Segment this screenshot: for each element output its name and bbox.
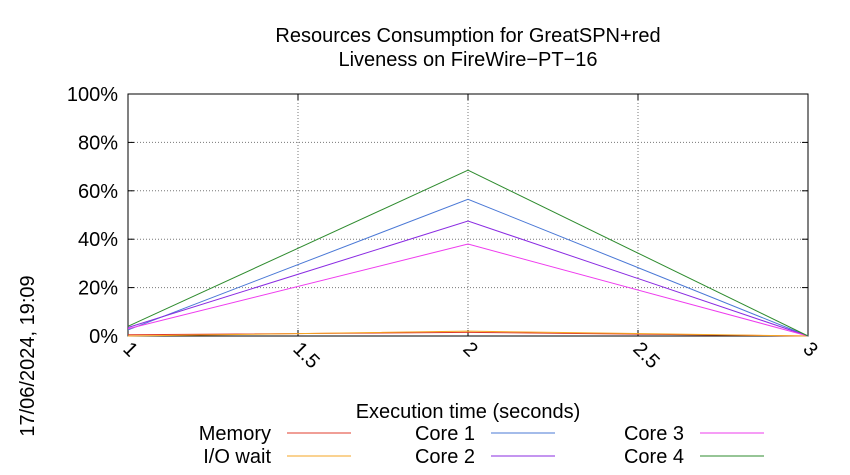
- series-line-core-2: [127, 220, 809, 337]
- x-tick-label: 2: [458, 338, 481, 361]
- series-lines: [127, 169, 809, 337]
- series-line-core-3: [127, 243, 809, 337]
- x-axis-label: Execution time (seconds): [356, 401, 581, 423]
- legend-label: Core 4: [624, 446, 684, 468]
- chart-title-line-1: Resources Consumption for GreatSPN+red: [275, 25, 660, 47]
- chart-title-line-2: Liveness on FireWire−PT−16: [338, 49, 597, 71]
- legend-label: Core 1: [415, 423, 475, 445]
- series-line-i-o-wait: [127, 330, 809, 337]
- y-tick-label: 20%: [78, 278, 118, 300]
- x-tick-label: 1.5: [288, 338, 323, 373]
- legend-label: I/O wait: [203, 446, 271, 468]
- y-tick-label: 0%: [89, 326, 118, 348]
- legend-label: Memory: [199, 423, 271, 445]
- legend-label: Core 3: [624, 423, 684, 445]
- y-tick-label: 60%: [78, 181, 118, 203]
- y-tick-label: 100%: [67, 84, 118, 106]
- series-line-core-1: [127, 198, 809, 337]
- grid: [128, 94, 808, 336]
- y-tick-label: 40%: [78, 229, 118, 251]
- timestamp-label: 17/06/2024, 19:09: [17, 275, 39, 436]
- y-tick-label: 80%: [78, 132, 118, 154]
- series-line-core-4: [127, 169, 809, 337]
- x-tick-label: 3: [798, 338, 821, 361]
- x-tick-label: 2.5: [628, 338, 663, 373]
- legend-label: Core 2: [415, 446, 475, 468]
- x-tick-label: 1: [118, 338, 141, 361]
